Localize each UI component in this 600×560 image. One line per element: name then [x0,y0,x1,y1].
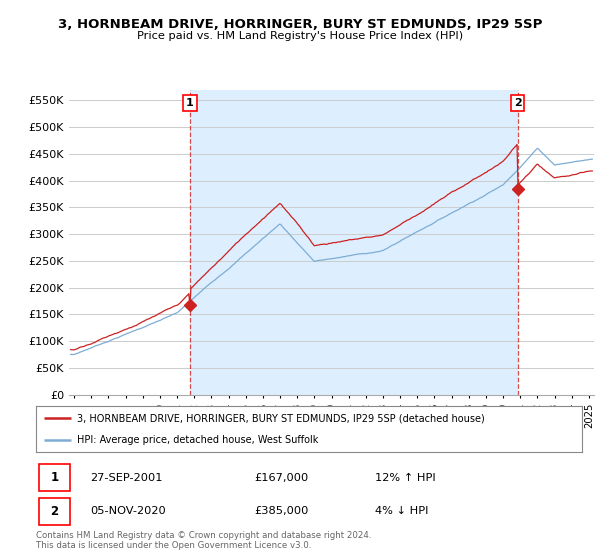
Text: 1: 1 [186,98,194,108]
Text: 05-NOV-2020: 05-NOV-2020 [91,506,166,516]
Text: £385,000: £385,000 [254,506,309,516]
Text: Price paid vs. HM Land Registry's House Price Index (HPI): Price paid vs. HM Land Registry's House … [137,31,463,41]
Bar [190,90,518,395]
Text: 1: 1 [50,471,59,484]
Text: HPI: Average price, detached house, West Suffolk: HPI: Average price, detached house, West… [77,435,319,445]
Text: 4% ↓ HPI: 4% ↓ HPI [374,506,428,516]
Text: 27-SEP-2001: 27-SEP-2001 [91,473,163,483]
FancyBboxPatch shape [39,498,70,525]
Text: 3, HORNBEAM DRIVE, HORRINGER, BURY ST EDMUNDS, IP29 5SP: 3, HORNBEAM DRIVE, HORRINGER, BURY ST ED… [58,18,542,31]
Text: 12% ↑ HPI: 12% ↑ HPI [374,473,435,483]
Text: 3, HORNBEAM DRIVE, HORRINGER, BURY ST EDMUNDS, IP29 5SP (detached house): 3, HORNBEAM DRIVE, HORRINGER, BURY ST ED… [77,413,485,423]
FancyBboxPatch shape [39,464,70,491]
Text: £167,000: £167,000 [254,473,308,483]
Text: 2: 2 [50,505,59,518]
Text: 2: 2 [514,98,521,108]
Text: Contains HM Land Registry data © Crown copyright and database right 2024.
This d: Contains HM Land Registry data © Crown c… [36,531,371,550]
